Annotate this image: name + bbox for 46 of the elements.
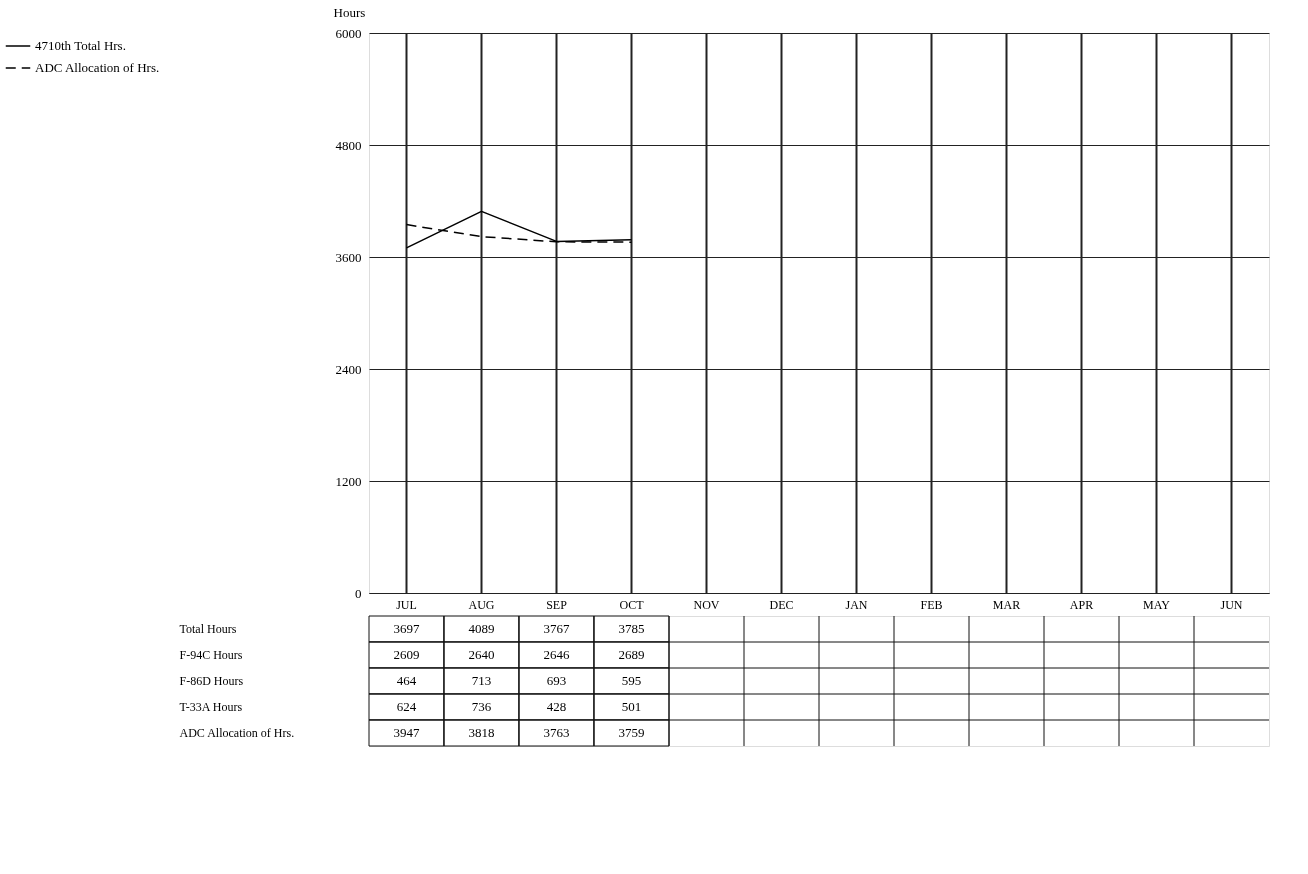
data-label: 3818 xyxy=(468,725,495,740)
data-label: 736 xyxy=(471,699,492,714)
x-tick-label: FEB xyxy=(920,597,943,612)
data-label: 2646 xyxy=(543,647,570,662)
data-label: 3763 xyxy=(543,725,570,740)
x-tick-label: MAY xyxy=(1143,597,1171,612)
x-tick-label: APR xyxy=(1069,597,1094,612)
data-label: 624 xyxy=(396,699,417,714)
legend-label: 4710th Total Hrs. xyxy=(35,38,126,53)
y-tick-label: F-86D Hours xyxy=(179,674,244,688)
x-tick-label: JAN xyxy=(845,597,868,612)
y-tick-label: 2400 xyxy=(335,361,362,377)
y-tick-label: 0 xyxy=(355,585,362,601)
data-label: 4089 xyxy=(468,621,495,636)
y-tick-label: Total Hours xyxy=(179,622,237,636)
x-tick-label: AUG xyxy=(468,597,495,612)
x-tick-label: JUL xyxy=(396,597,417,612)
x-tick-label: MAR xyxy=(992,597,1021,612)
data-label: 3785 xyxy=(618,621,645,636)
x-tick-label: JUN xyxy=(1220,597,1243,612)
y-tick-label: 1200 xyxy=(335,473,362,489)
y-tick-label: F-94C Hours xyxy=(179,648,243,662)
x-tick-label: DEC xyxy=(769,597,794,612)
data-label: 3947 xyxy=(393,725,420,740)
data-label: 713 xyxy=(471,673,492,688)
data-label: 693 xyxy=(546,673,567,688)
x-tick-label: SEP xyxy=(546,597,568,612)
legend-label: ADC Allocation of Hrs. xyxy=(35,60,160,75)
data-label: 2609 xyxy=(393,647,420,662)
data-label: 3767 xyxy=(543,621,570,636)
y-tick-label: 3600 xyxy=(335,249,362,265)
y-tick-label: 4800 xyxy=(335,137,362,153)
data-label: 3697 xyxy=(393,621,420,636)
data-label: 3759 xyxy=(618,725,645,740)
x-tick-label: NOV xyxy=(693,597,720,612)
y-axis-title: Hours xyxy=(333,4,366,20)
data-label: 2689 xyxy=(618,647,645,662)
y-tick-label: T-33A Hours xyxy=(179,700,243,714)
data-label: 464 xyxy=(396,673,417,688)
data-label: 595 xyxy=(621,673,642,688)
data-label: 501 xyxy=(621,699,642,714)
x-tick-label: OCT xyxy=(619,597,645,612)
y-tick-label: ADC Allocation of Hrs. xyxy=(179,726,295,740)
data-label: 2640 xyxy=(468,647,495,662)
data-label: 428 xyxy=(546,699,567,714)
y-tick-label: 6000 xyxy=(335,25,362,41)
